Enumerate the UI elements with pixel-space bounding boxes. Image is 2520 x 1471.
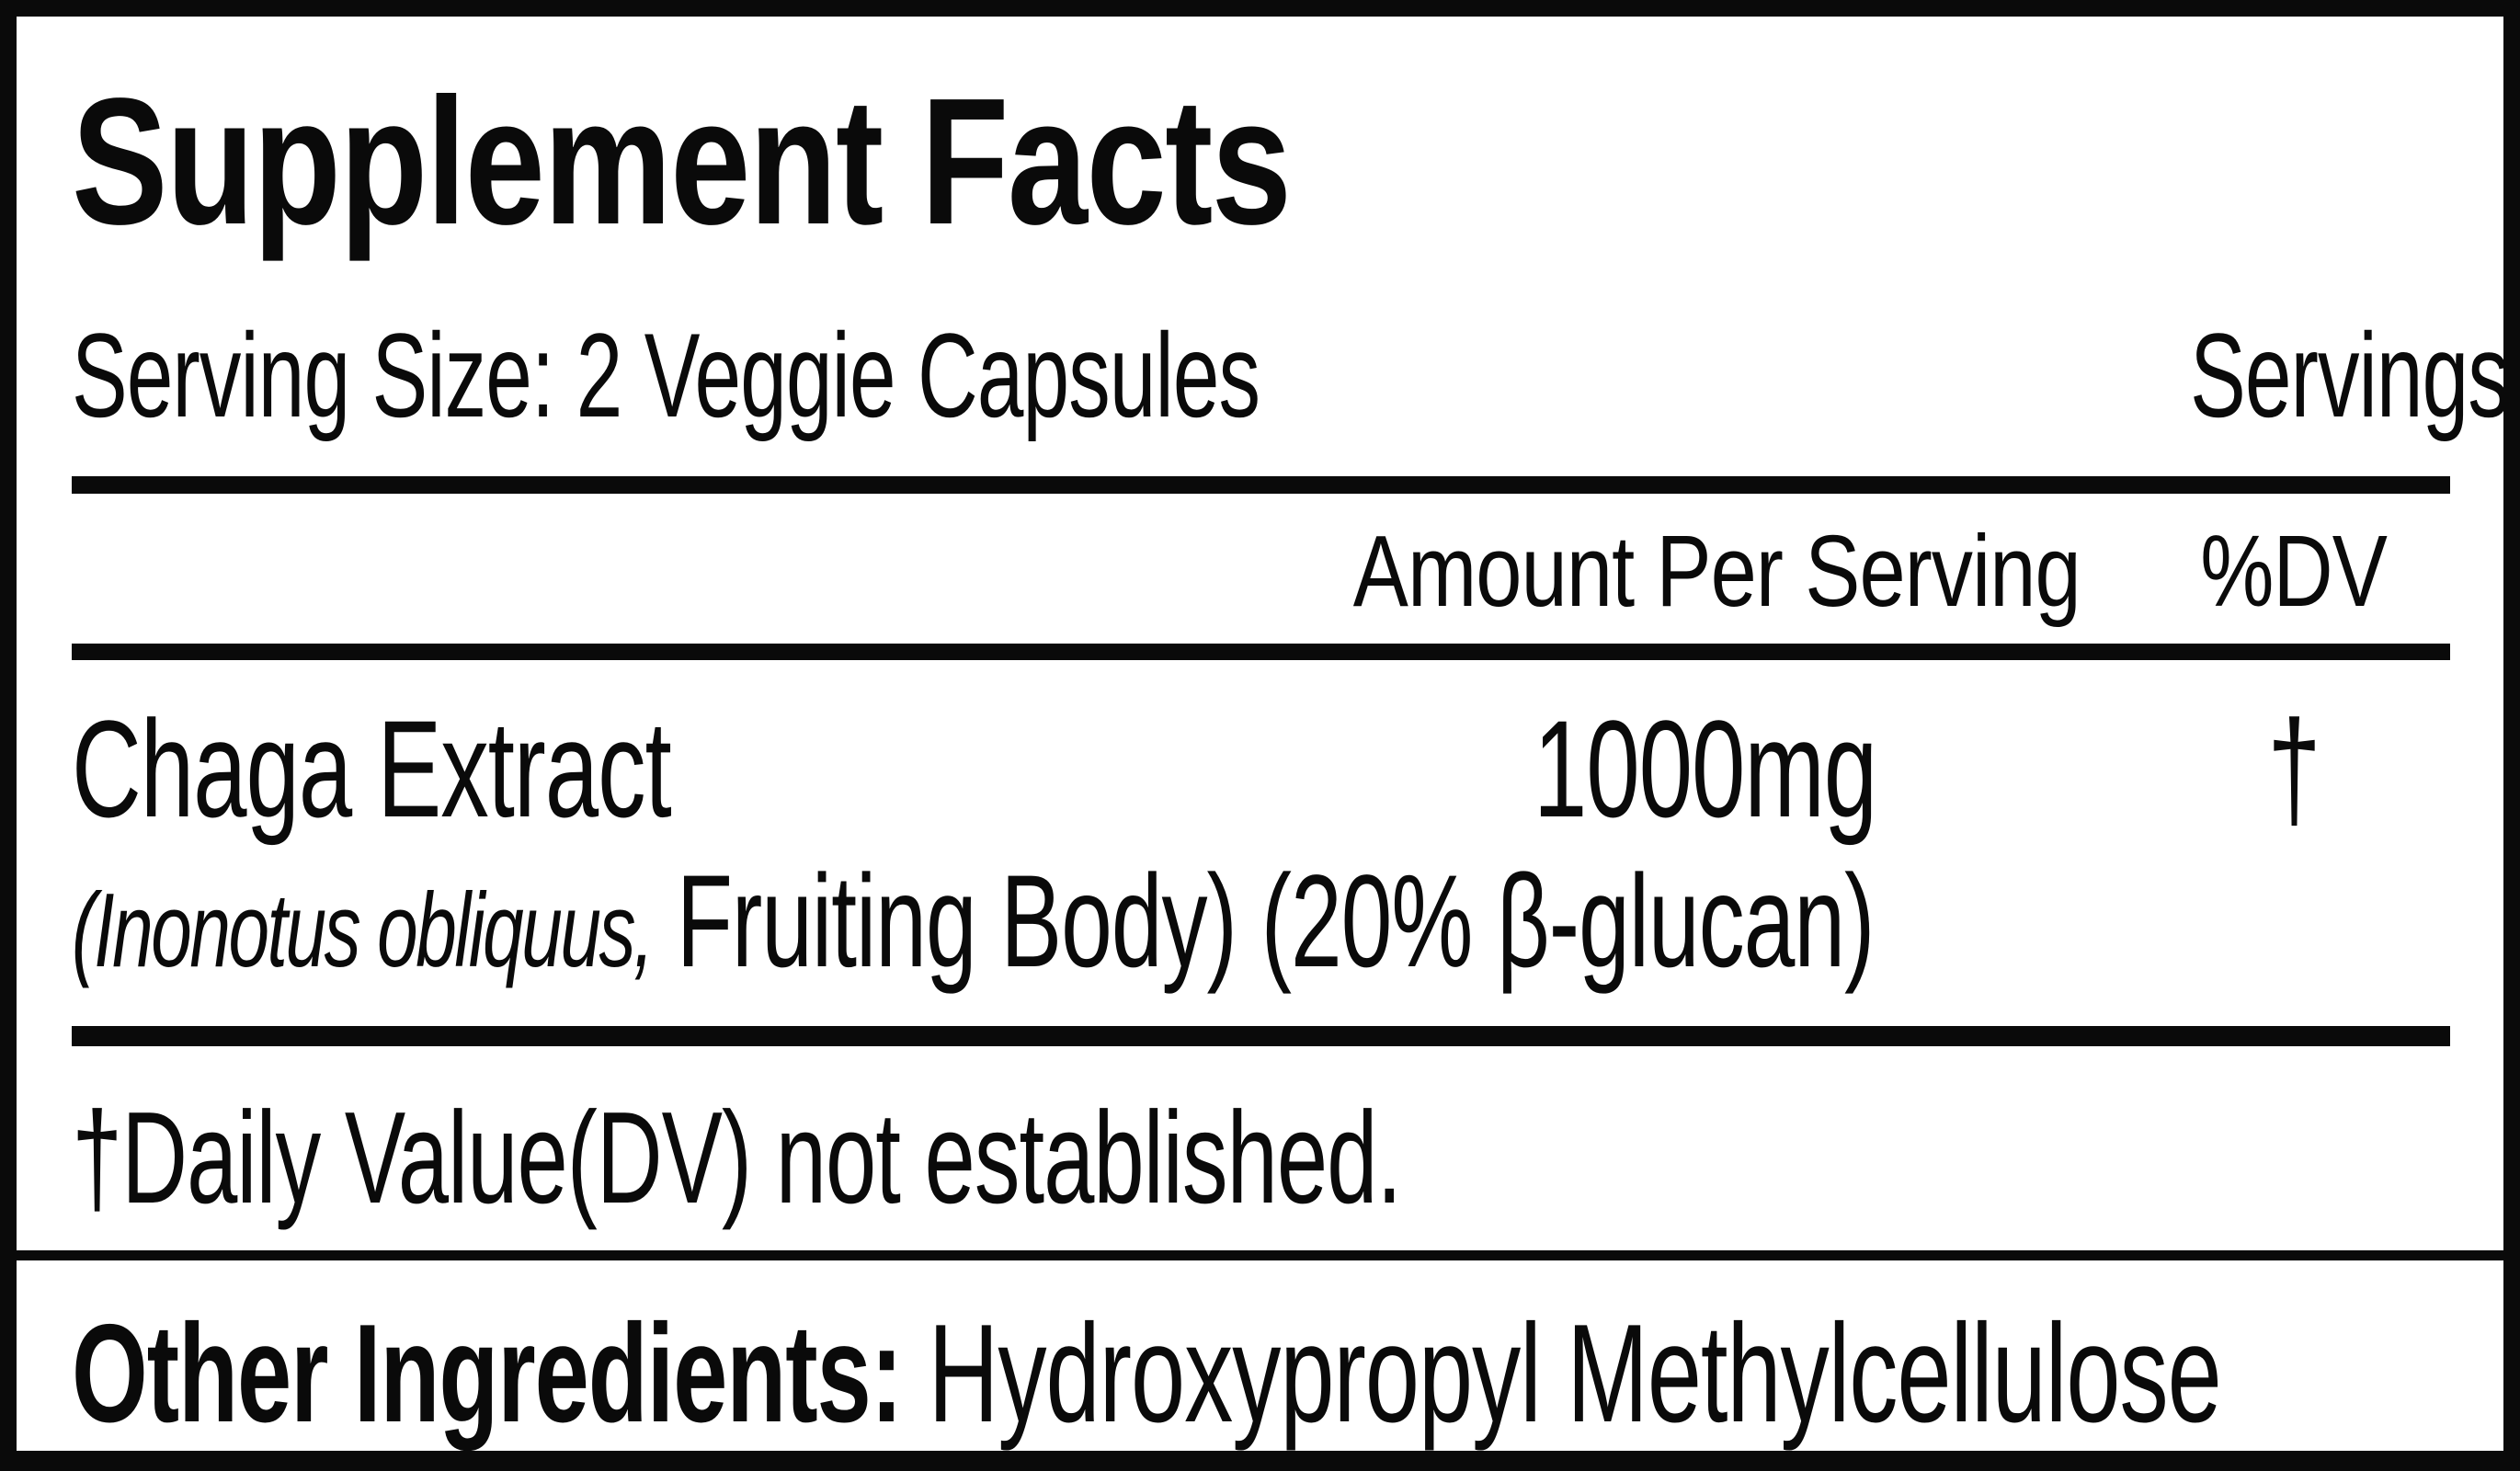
separator-under-header: [72, 643, 2450, 660]
serving-size-text: Serving Size: 2 Veggie Capsules: [72, 307, 1260, 442]
ingredient-name-cell: Chaga Extract: [72, 690, 1273, 846]
ingredient-detail-row: (Inonotus obliquus, Fruiting Body) (20% …: [72, 847, 2450, 998]
dv-footnote-row: †Daily Value(DV) not established.: [72, 1083, 2450, 1233]
flex-spacer: [17, 1233, 2503, 1250]
full-width-separator: [17, 1249, 2503, 1260]
percent-dv-header: %DV: [2138, 514, 2450, 631]
other-ingredients-section: Other Ingredients: Hydroxypropyl Methylc…: [17, 1260, 2503, 1451]
ingredient-dv-dagger: †: [2267, 690, 2320, 846]
ingredient-dv-cell: †: [2138, 690, 2450, 846]
serving-info-row: Serving Size: 2 Veggie Capsules Servings…: [72, 307, 2503, 445]
panel-title: Supplement Facts: [72, 67, 2450, 257]
separator-thick-top: [72, 476, 2450, 495]
other-ingredients-value: Hydroxypropyl Methylcellulose: [902, 1294, 2222, 1452]
dv-footnote-text: †Daily Value(DV) not established.: [72, 1084, 1402, 1231]
ingredient-amount: 1000mg: [1534, 690, 1877, 846]
other-ingredients-line: Other Ingredients: Hydroxypropyl Methylc…: [72, 1294, 2222, 1452]
percent-dv-header-text: %DV: [2200, 515, 2389, 629]
facts-section: Supplement Facts Serving Size: 2 Veggie …: [17, 17, 2503, 1233]
amount-per-serving-header-text: Amount Per Serving: [1352, 515, 2081, 629]
servings-per-container-text: Servings Per Container: 45: [2189, 307, 2509, 442]
botanical-name-italic: (Inonotus obliquus,: [72, 872, 654, 990]
other-ingredients-label: Other Ingredients:: [72, 1294, 903, 1452]
panel-title-text: Supplement Facts: [72, 61, 1292, 262]
ingredient-detail-regular: Fruiting Body) (20% β-glucan): [651, 849, 1876, 996]
ingredient-name: Chaga Extract: [72, 690, 672, 846]
ingredient-detail-text: (Inonotus obliquus, Fruiting Body) (20% …: [72, 847, 1876, 998]
ingredient-row: Chaga Extract 1000mg †: [72, 690, 2450, 846]
separator-thick-bottom: [72, 1025, 2450, 1046]
column-header-row: Amount Per Serving %DV: [72, 494, 2450, 644]
ingredient-amount-cell: 1000mg: [1273, 690, 2138, 846]
amount-per-serving-header: Amount Per Serving: [1273, 514, 2138, 631]
